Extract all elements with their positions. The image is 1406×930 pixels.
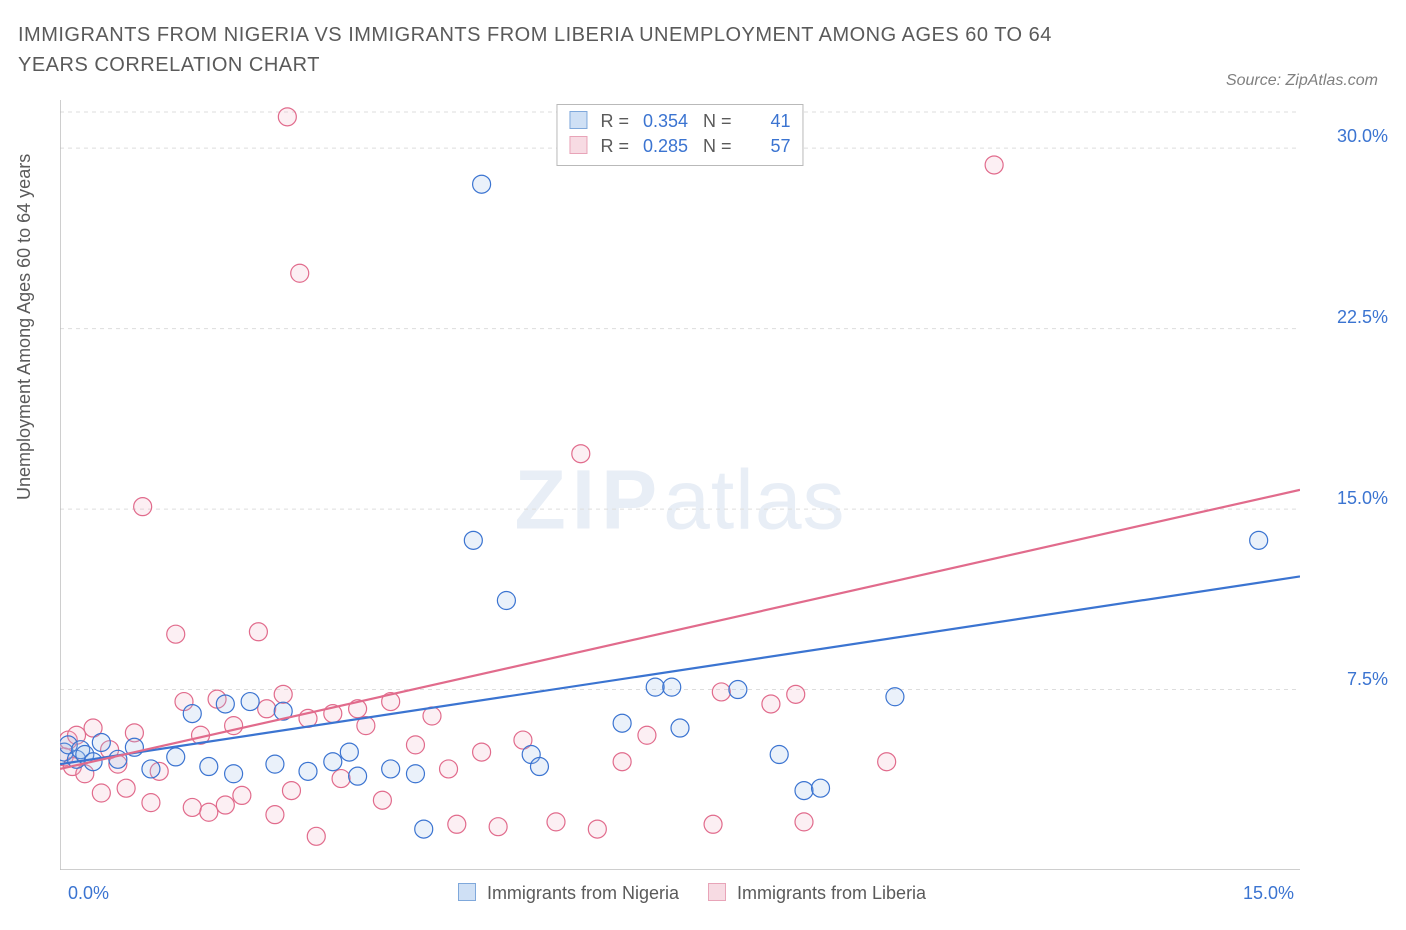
- stats-row-nigeria: R = 0.354 N = 41: [569, 109, 790, 134]
- stats-legend-box: R = 0.354 N = 41 R = 0.285 N = 57: [556, 104, 803, 166]
- scatter-plot: ZIPatlas R = 0.354 N = 41 R = 0.285 N = …: [60, 100, 1300, 870]
- nigeria-legend-swatch-icon: [458, 883, 476, 901]
- plot-svg: [60, 100, 1300, 870]
- liberia-n-value: 57: [737, 134, 791, 159]
- nigeria-legend-label: Immigrants from Nigeria: [487, 883, 679, 903]
- bottom-legend: Immigrants from Nigeria Immigrants from …: [60, 883, 1300, 904]
- liberia-legend-swatch-icon: [708, 883, 726, 901]
- n-label: N =: [693, 136, 737, 156]
- nigeria-swatch-icon: [569, 111, 587, 129]
- liberia-legend-label: Immigrants from Liberia: [737, 883, 926, 903]
- stats-row-liberia: R = 0.285 N = 57: [569, 134, 790, 159]
- y2-tick-30: 30.0%: [1337, 126, 1388, 147]
- y2-tick-22: 22.5%: [1337, 307, 1388, 328]
- r-label: R =: [600, 111, 634, 131]
- y2-tick-15: 15.0%: [1337, 488, 1388, 509]
- nigeria-n-value: 41: [737, 109, 791, 134]
- chart-title: IMMIGRANTS FROM NIGERIA VS IMMIGRANTS FR…: [18, 20, 1118, 80]
- n-label: N =: [693, 111, 737, 131]
- y-axis-label: Unemployment Among Ages 60 to 64 years: [14, 154, 35, 500]
- y2-tick-7: 7.5%: [1347, 669, 1388, 690]
- liberia-swatch-icon: [569, 136, 587, 154]
- nigeria-r-value: 0.354: [634, 109, 688, 134]
- source-attribution: Source: ZipAtlas.com: [1226, 72, 1378, 90]
- r-label: R =: [600, 136, 634, 156]
- liberia-r-value: 0.285: [634, 134, 688, 159]
